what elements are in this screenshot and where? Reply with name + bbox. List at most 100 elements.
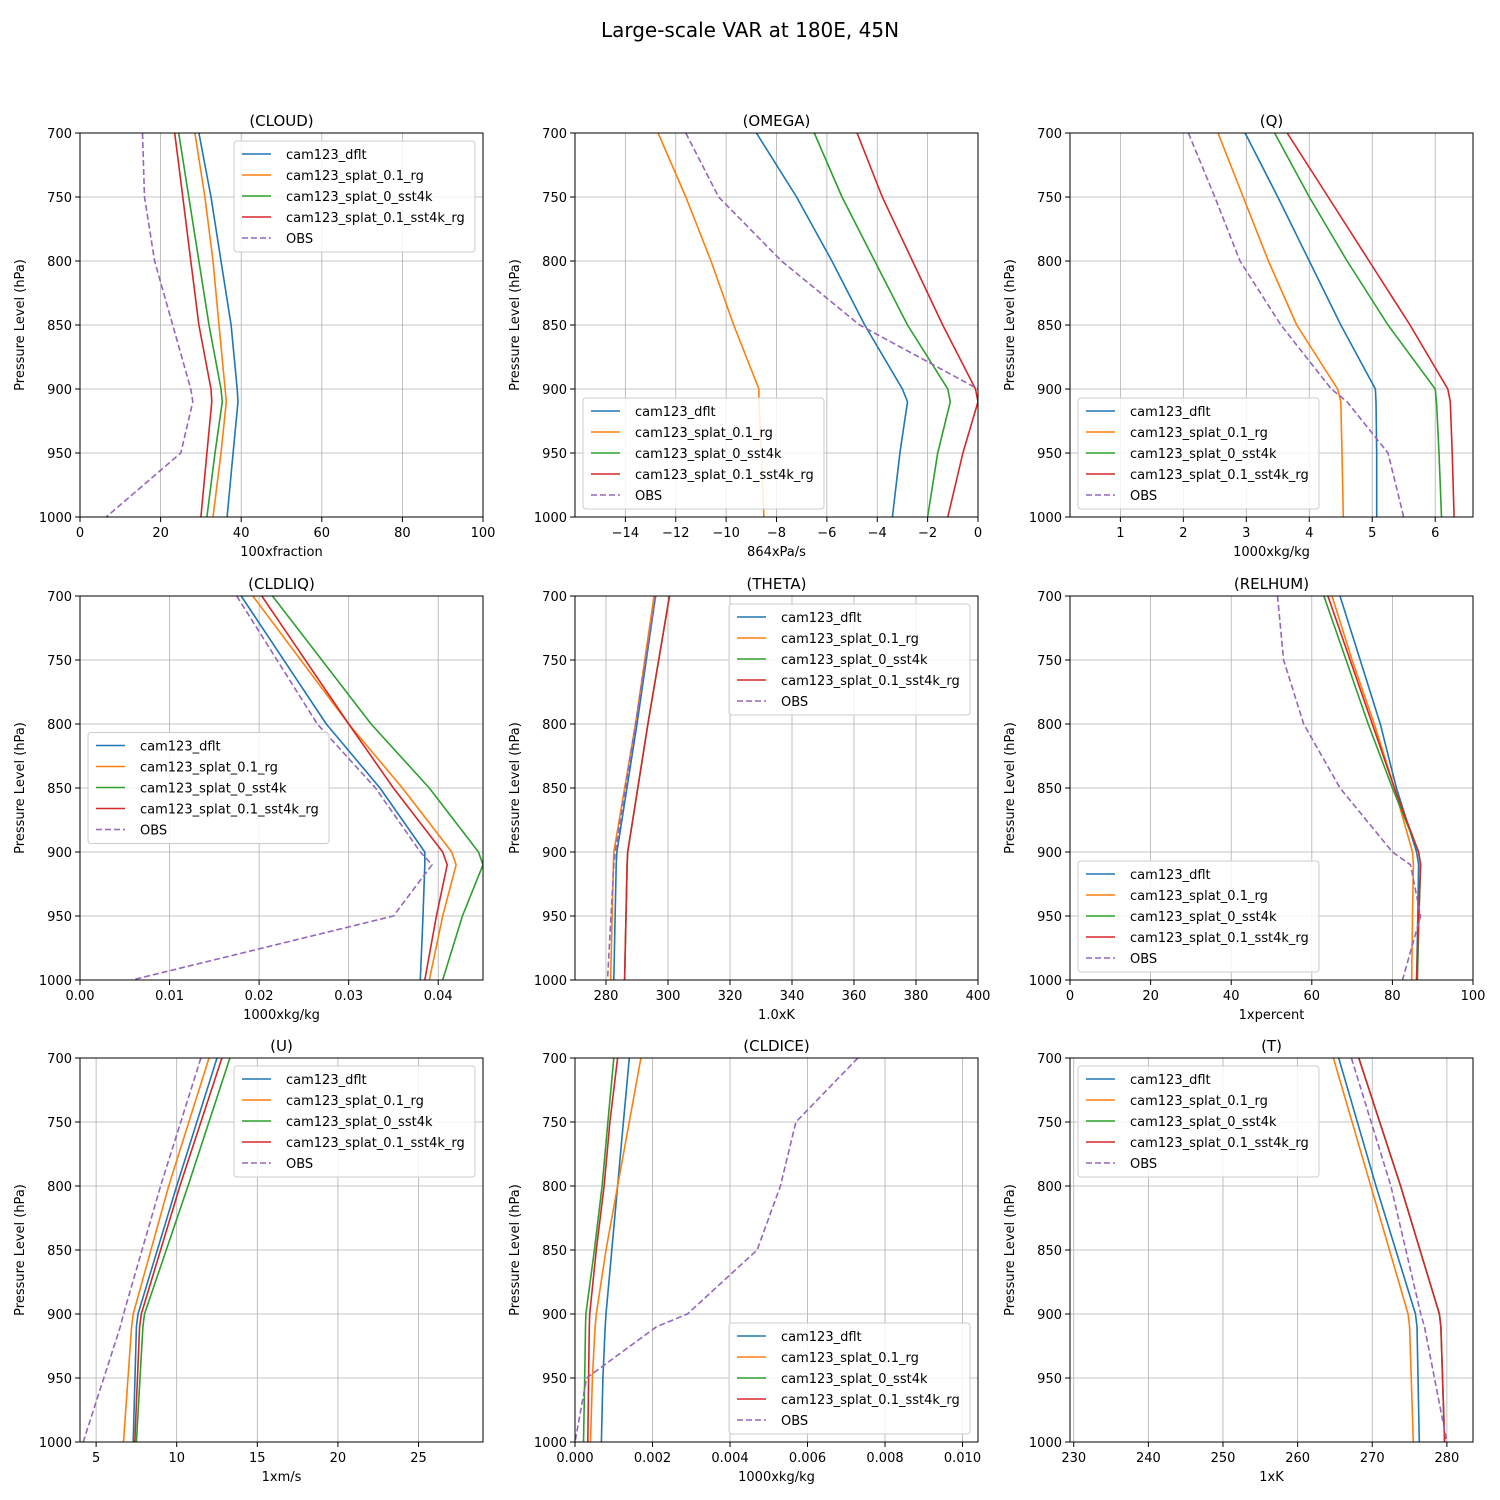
x-tick-label: 280 [594,989,619,1004]
y-tick-label: 950 [1037,1372,1062,1387]
panel-title: (THETA) [747,575,807,593]
series-group [606,596,671,980]
panel-t: 230 240 250 260 270 280 700 750 800 850 900 950 1000… [1003,1037,1474,1485]
y-tick-label: 1000 [534,1436,567,1451]
x-tick-label: −14 [612,526,639,541]
x-axis-label: 100xfraction [240,545,322,560]
x-tick-label: 0.03 [334,989,363,1004]
y-tick-label: 700 [47,590,72,605]
y-tick-label: 800 [542,255,567,270]
y-tick-label: 850 [542,319,567,334]
x-axis-label: 1000xkg/kg [1233,545,1310,560]
legend-label: cam123_splat_0.1_sst4k_rg [286,1136,465,1151]
y-tick-label: 750 [47,1116,72,1131]
x-tick-label: 0.04 [424,989,453,1004]
x-tick-label: 80 [394,526,411,541]
legend-label: cam123_splat_0.1_rg [1130,426,1268,441]
series-line-cam123-splat-0-1-rg [1331,596,1415,980]
y-tick-label: 750 [1037,1116,1062,1131]
x-axis-label: 1000xkg/kg [243,1008,320,1023]
y-tick-label: 950 [542,447,567,462]
series-line-cam123-splat-0-1-sst4k-rg [587,1058,619,1442]
y-tick-label: 950 [47,447,72,462]
legend-label: cam123_dflt [635,405,716,420]
legend-box [233,1065,476,1178]
legend-box [1077,397,1320,510]
y-axis-label: Pressure Level (hPa) [13,722,28,854]
x-tick-label: 15 [249,1451,266,1466]
series-line-obs [1350,1058,1448,1442]
y-tick-label: 950 [1037,447,1062,462]
x-tick-label: 240 [1136,1451,1161,1466]
y-tick-label: 700 [1037,590,1062,605]
y-tick-label: 1000 [1029,511,1062,526]
x-axis-label: 1xK [1259,1470,1284,1485]
legend: cam123_dflt cam123_splat_0.1_rg cam123_spl… [728,603,971,716]
y-tick-label: 850 [47,1244,72,1259]
y-tick-label: 900 [542,1308,567,1323]
series-line-cam123-splat-0-sst4k [177,133,224,517]
y-tick-label: 900 [542,383,567,398]
series-line-obs [606,596,657,980]
legend-label: cam123_dflt [1130,1073,1211,1088]
series-line-cam123-splat-0-sst4k [135,1058,231,1442]
legend-box [728,603,971,716]
series-line-obs [131,596,433,980]
x-tick-label: 2 [1179,526,1187,541]
series-line-cam123-dflt [240,596,426,980]
legend-label: cam123_splat_0.1_sst4k_rg [140,803,319,818]
series-group [1187,133,1455,517]
x-tick-label: −10 [712,526,739,541]
x-tick-label: 0.010 [944,1451,981,1466]
y-tick-label: 1000 [534,511,567,526]
legend-label: cam123_splat_0.1_rg [140,761,278,776]
legend-label: cam123_splat_0.1_sst4k_rg [635,468,814,483]
legend-label: cam123_dflt [1130,405,1211,420]
y-axis-label: Pressure Level (hPa) [508,259,523,391]
panel-cloud: 0 20 40 60 80 100 700 750 800 850 900 950 1000 (CLOUD… [13,112,495,560]
x-tick-label: 1 [1116,526,1124,541]
series-line-cam123-dflt [613,596,657,980]
y-tick-label: 1000 [39,974,72,989]
legend-label: cam123_splat_0.1_rg [1130,1094,1268,1109]
x-tick-label: 100 [1461,989,1486,1004]
y-tick-label: 800 [542,718,567,733]
series-line-cam123-splat-0-sst4k [582,1058,615,1442]
legend-label: cam123_splat_0_sst4k [1130,447,1277,462]
series-line-cam123-splat-0-1-sst4k-rg [623,596,671,980]
panel-title: (CLDICE) [743,1037,809,1055]
y-tick-label: 1000 [39,1436,72,1451]
series-line-cam123-splat-0-1-sst4k-rg [173,133,213,517]
series-line-cam123-splat-0-1-sst4k-rg [261,596,449,980]
series-line-obs [82,1058,202,1442]
y-tick-label: 800 [1037,255,1062,270]
y-tick-label: 800 [1037,1180,1062,1195]
legend-box [728,1322,971,1435]
legend-label: cam123_splat_0_sst4k [635,447,782,462]
x-tick-label: 0.006 [789,1451,826,1466]
y-tick-label: 700 [542,1052,567,1067]
x-tick-label: −12 [662,526,689,541]
y-tick-label: 950 [1037,910,1062,925]
x-tick-label: 5 [92,1451,100,1466]
y-axis-label: Pressure Level (hPa) [1003,259,1018,391]
panel-omega: −14 −12 −10 −8 −6 −4 −2 0 700 750 800 850 900 950 1000… [508,112,982,560]
series-line-cam123-splat-0-1-rg [1332,1058,1415,1442]
panels: 0 20 40 60 80 1007007508008509009501000(CLOUD… [13,112,1485,1485]
legend: cam123_dflt cam123_splat_0.1_rg cam123_spl… [233,140,476,253]
legend-label: cam123_splat_0.1_sst4k_rg [1130,468,1309,483]
series-line-cam123-dflt [198,133,239,517]
x-axis-label: 1000xkg/kg [738,1470,815,1485]
x-tick-label: 0.00 [66,989,95,1004]
legend-label: OBS [635,489,662,504]
y-tick-label: 900 [47,383,72,398]
legend-label: cam123_splat_0_sst4k [140,782,287,797]
x-tick-label: 4 [1305,526,1313,541]
x-tick-label: 20 [152,526,169,541]
panel-u: 5 10 15 20 25 700 750 800 850 900 950 1000 (U) 1xm/s P… [13,1037,484,1485]
legend-label: cam123_splat_0_sst4k [286,1115,433,1130]
y-tick-label: 950 [542,1372,567,1387]
series-line-cam123-splat-0-1-rg [1217,133,1345,517]
panel-title: (RELHUM) [1234,575,1309,593]
y-axis-label: Pressure Level (hPa) [13,1184,28,1316]
